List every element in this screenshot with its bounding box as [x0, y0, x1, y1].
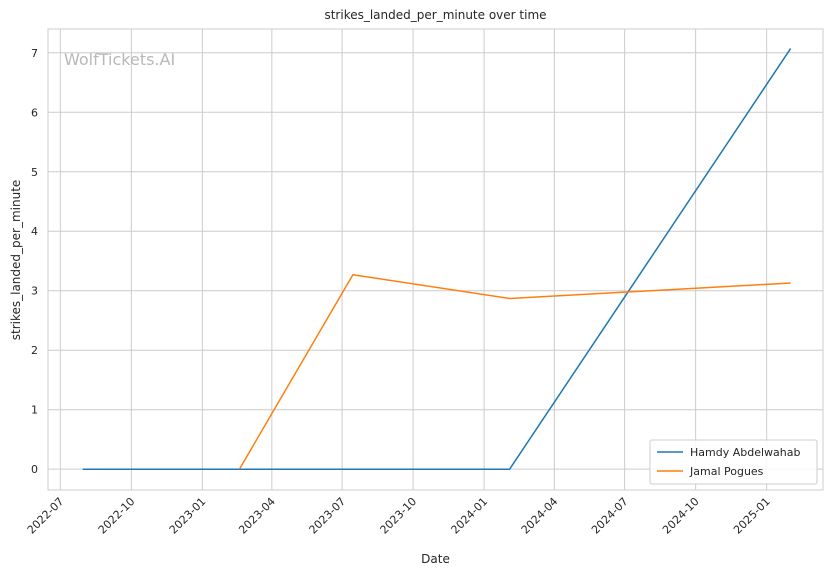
legend-label: Jamal Pogues	[689, 465, 764, 478]
y-tick-label: 6	[31, 106, 38, 119]
x-tick-label: 2023-07	[307, 495, 349, 537]
y-axis-label: strikes_landed_per_minute	[9, 180, 23, 341]
y-tick-label: 1	[31, 404, 38, 417]
y-tick-label: 2	[31, 344, 38, 357]
legend-box	[649, 439, 818, 485]
legend: Hamdy Abdelwahab Jamal Pogues	[649, 439, 818, 485]
y-tick-label: 3	[31, 285, 38, 298]
x-tick-label: 2024-10	[660, 495, 702, 537]
watermark: WolfTickets.AI	[64, 50, 175, 69]
x-tick-label: 2024-04	[519, 495, 561, 537]
x-tick-labels: 2022-07 2022-10 2023-01 2023-04 2023-07 2023-…	[25, 495, 773, 537]
series-line	[82, 48, 792, 470]
chart-title: strikes_landed_per_minute over time	[324, 8, 546, 22]
x-tick-label: 2023-10	[378, 495, 420, 537]
series-lines	[82, 48, 792, 470]
x-tick-label: 2025-01	[731, 495, 773, 537]
y-tick-label: 4	[31, 225, 38, 238]
y-tick-label: 7	[31, 47, 38, 60]
x-tick-label: 2022-07	[25, 495, 67, 537]
x-tick-label: 2024-07	[589, 495, 631, 537]
x-tick-label: 2023-01	[167, 495, 209, 537]
x-tick-label: 2024-01	[449, 495, 491, 537]
y-tick-label: 0	[31, 463, 38, 476]
grid-lines	[48, 29, 823, 490]
plot-area	[47, 28, 824, 491]
x-tick-label: 2022-10	[96, 495, 138, 537]
y-tick-labels: 0 1 2 3 4 5 6 7	[31, 47, 38, 476]
x-tick-label: 2023-04	[236, 495, 278, 537]
legend-label: Hamdy Abdelwahab	[690, 446, 800, 459]
y-tick-label: 5	[31, 166, 38, 179]
series-line	[238, 273, 791, 470]
x-axis-label: Date	[421, 552, 450, 566]
